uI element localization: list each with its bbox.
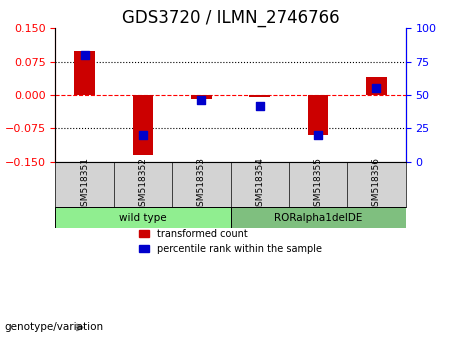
Point [198, 97, 205, 103]
Text: GSM518351: GSM518351 [80, 157, 89, 212]
Bar [74, 51, 95, 95]
Text: GSM518352: GSM518352 [138, 157, 148, 212]
Text: GSM518355: GSM518355 [313, 157, 323, 212]
Title: GDS3720 / ILMN_2746766: GDS3720 / ILMN_2746766 [122, 9, 339, 27]
Text: wild type: wild type [119, 213, 167, 223]
Bar [308, 95, 328, 135]
Text: GSM518354: GSM518354 [255, 157, 264, 212]
Bar [191, 95, 212, 99]
Text: genotype/variation: genotype/variation [5, 322, 104, 332]
FancyBboxPatch shape [230, 207, 406, 228]
Bar [366, 77, 387, 95]
Bar [249, 95, 270, 97]
Point [373, 85, 380, 91]
Text: GSM518353: GSM518353 [197, 157, 206, 212]
Legend: transformed count, percentile rank within the sample: transformed count, percentile rank withi… [139, 229, 322, 254]
Point [314, 132, 322, 138]
Text: RORalpha1delDE: RORalpha1delDE [274, 213, 362, 223]
Bar [133, 95, 153, 155]
Point [139, 132, 147, 138]
FancyBboxPatch shape [55, 207, 230, 228]
Text: GSM518356: GSM518356 [372, 157, 381, 212]
Point [81, 52, 88, 58]
Point [256, 103, 263, 108]
